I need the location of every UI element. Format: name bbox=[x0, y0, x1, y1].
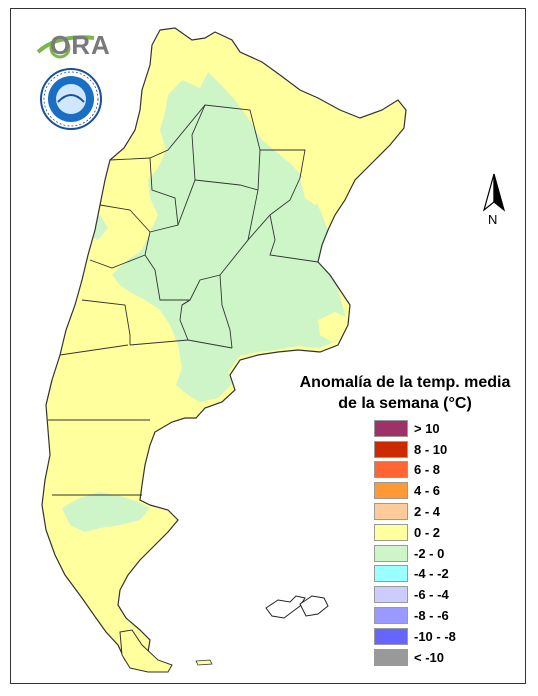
anomaly-regions bbox=[62, 72, 348, 532]
legend-item: -10 - -8 bbox=[374, 626, 504, 647]
ora-swoosh-icon bbox=[36, 35, 95, 59]
legend-item: -8 - -6 bbox=[374, 605, 504, 626]
legend-item: -2 - 0 bbox=[374, 543, 504, 564]
legend-label: -4 - -2 bbox=[414, 566, 449, 582]
legend-swatch bbox=[374, 523, 408, 541]
legend-label: -6 - -4 bbox=[414, 587, 449, 603]
north-arrow-icon bbox=[482, 173, 506, 212]
legend-item: 8 - 10 bbox=[374, 439, 504, 460]
tierra-del-fuego bbox=[119, 629, 173, 673]
ora-logo: ORA bbox=[36, 30, 110, 60]
legend-item: < -10 bbox=[374, 647, 504, 668]
legend-swatch bbox=[374, 482, 408, 500]
legend-swatch bbox=[374, 586, 408, 604]
north-label: N bbox=[488, 212, 498, 227]
north-arrow: N bbox=[480, 172, 508, 230]
legend-label: -8 - -6 bbox=[414, 608, 449, 624]
ora-logo-text: ORA bbox=[50, 30, 111, 60]
region-cool-north bbox=[112, 72, 346, 402]
legend-swatch bbox=[374, 503, 408, 521]
legend-label: > 10 bbox=[414, 420, 440, 436]
province-borders bbox=[45, 104, 319, 496]
region-cool-south bbox=[62, 492, 150, 532]
legend-swatch bbox=[374, 440, 408, 458]
legend-item: 6 - 8 bbox=[374, 460, 504, 481]
legend-title-line1: Anomalía de la temp. media bbox=[299, 374, 511, 391]
legend-label: 2 - 4 bbox=[414, 504, 441, 520]
smn-seal-icon bbox=[40, 68, 102, 130]
legend-swatch bbox=[374, 648, 408, 666]
legend-item: -6 - -4 bbox=[374, 584, 504, 605]
legend-label: < -10 bbox=[414, 649, 444, 665]
legend-title-line2: de la semana (°C) bbox=[338, 395, 472, 412]
legend-item: 0 - 2 bbox=[374, 522, 504, 543]
legend-swatch bbox=[374, 461, 408, 479]
legend-label: -2 - 0 bbox=[414, 545, 445, 561]
legend-swatch bbox=[374, 565, 408, 583]
legend-label: 8 - 10 bbox=[414, 441, 448, 457]
legend: > 10 8 - 10 6 - 8 4 - 6 2 - 4 0 - 2 -2 -… bbox=[374, 418, 504, 668]
malvinas-islands bbox=[265, 595, 329, 619]
legend-item: 2 - 4 bbox=[374, 501, 504, 522]
legend-swatch bbox=[374, 607, 408, 625]
legend-label: 6 - 8 bbox=[414, 462, 441, 478]
legend-title: Anomalía de la temp. media de la semana … bbox=[292, 372, 518, 414]
region-warm-coast bbox=[318, 312, 348, 342]
legend-item: > 10 bbox=[374, 418, 504, 439]
legend-item: 4 - 6 bbox=[374, 480, 504, 501]
legend-item: -4 - -2 bbox=[374, 564, 504, 585]
legend-label: 4 - 6 bbox=[414, 483, 441, 499]
legend-swatch bbox=[374, 627, 408, 645]
legend-label: 0 - 2 bbox=[414, 524, 441, 540]
legend-swatch bbox=[374, 419, 408, 437]
legend-label: -10 - -8 bbox=[414, 628, 456, 644]
small-island bbox=[195, 659, 213, 666]
region-cool-northeast-gap bbox=[300, 160, 345, 205]
legend-swatch bbox=[374, 544, 408, 562]
